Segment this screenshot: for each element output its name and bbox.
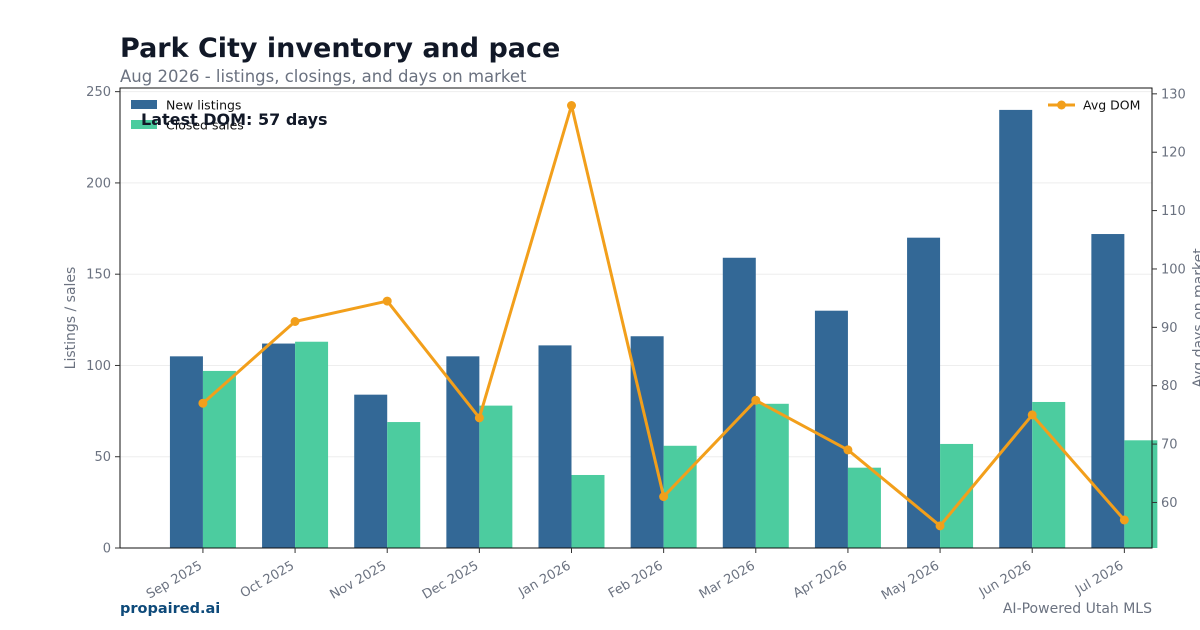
x-tick-label: Sep 2025: [144, 558, 205, 602]
bar-new-listings: [1091, 234, 1125, 549]
x-tick-label: Jul 2026: [1072, 558, 1126, 598]
legend-label: Closed sales: [166, 118, 244, 133]
chart-title: Park City inventory and pace: [120, 33, 561, 64]
bar-new-listings: [354, 394, 388, 548]
bar-closed-sales: [940, 443, 974, 548]
avg-dom-point: [751, 395, 761, 405]
bar-closed-sales: [295, 341, 329, 548]
avg-dom-point: [382, 296, 392, 306]
y2-tick-label: 80: [1161, 379, 1178, 394]
x-axis-ticks: Sep 2025 Oct 2025 Nov 2025 Dec 2025 Jan 2026…: [144, 548, 1126, 604]
bar-new-listings: [999, 109, 1033, 549]
bar-new-listings: [722, 257, 756, 548]
bar-new-listings: [907, 237, 941, 548]
bar-closed-sales: [847, 467, 881, 548]
legend-marker-avg-dom: [1057, 100, 1066, 110]
chart-subtitle: Aug 2026 - listings, closings, and days …: [120, 67, 527, 86]
x-tick-label: Jun 2026: [976, 558, 1034, 600]
x-tick-label: Mar 2026: [697, 558, 758, 602]
legend-bars: New listings Closed sales: [131, 98, 244, 133]
y2-tick-label: 60: [1161, 496, 1178, 511]
legend-label: New listings: [166, 98, 241, 113]
avg-dom-point: [1027, 410, 1037, 420]
y-tick-label: 150: [86, 268, 111, 283]
x-tick-label: Oct 2025: [238, 558, 297, 601]
y-tick-label: 250: [86, 85, 111, 100]
y2-tick-label: 130: [1161, 87, 1186, 102]
bar-new-listings: [169, 356, 203, 548]
bar-closed-sales: [571, 474, 605, 548]
footer-credit: AI-Powered Utah MLS: [1002, 601, 1152, 617]
plot-frame: [119, 87, 1153, 549]
right-axis-ticks: 60 70 80 90 100 110 120 130: [1152, 87, 1186, 511]
avg-dom-point: [935, 521, 945, 531]
y2-tick-label: 100: [1161, 262, 1186, 277]
y2-tick-label: 70: [1161, 438, 1178, 453]
x-tick-label: Jan 2026: [516, 558, 574, 600]
y2-tick-label: 90: [1161, 321, 1178, 336]
y-tick-label: 100: [86, 359, 111, 374]
x-tick-label: Apr 2026: [791, 558, 850, 601]
avg-dom-point: [198, 398, 208, 408]
bar-closed-sales: [387, 422, 421, 548]
avg-dom-point: [290, 317, 300, 327]
bar-new-listings: [446, 356, 480, 548]
left-axis-ticks: 0 50 100 150 200 250: [86, 85, 120, 557]
avg-dom-point: [474, 413, 484, 423]
bar-new-listings: [630, 336, 664, 548]
legend-swatch-new-listings: [131, 100, 157, 109]
latest-dom-annotation: Latest DOM: 57 days: [141, 110, 328, 129]
bars-group: [169, 109, 1158, 549]
bar-closed-sales: [755, 403, 789, 548]
bar-closed-sales: [202, 370, 236, 548]
bar-new-listings: [538, 345, 572, 548]
y2-tick-label: 120: [1161, 146, 1186, 161]
bar-closed-sales: [1032, 401, 1066, 548]
x-tick-label: Dec 2025: [420, 558, 482, 602]
y-axis-label: Listings / sales: [63, 267, 79, 370]
avg-dom-point: [659, 492, 669, 502]
avg-dom-point: [567, 101, 576, 111]
x-tick-label: Nov 2025: [328, 558, 390, 602]
dom-line-group: [198, 101, 1129, 531]
y2-axis-label: Avg days on market: [1191, 248, 1200, 388]
avg-dom-point: [843, 445, 853, 455]
y2-tick-label: 110: [1161, 204, 1186, 219]
y-tick-label: 0: [103, 542, 111, 557]
legend-swatch-closed-sales: [131, 120, 157, 129]
y-tick-label: 50: [94, 450, 111, 465]
x-tick-label: Feb 2026: [606, 558, 666, 601]
avg-dom-point: [1119, 515, 1129, 525]
bar-closed-sales: [663, 445, 697, 548]
legend-label: Avg DOM: [1083, 98, 1140, 113]
legend-line: Avg DOM: [1048, 98, 1140, 113]
bar-closed-sales: [479, 405, 513, 548]
bar-new-listings: [262, 343, 296, 548]
x-tick-label: May 2026: [879, 558, 942, 603]
y-tick-label: 200: [86, 176, 111, 191]
brand-link[interactable]: propaired.ai: [120, 601, 221, 617]
bar-new-listings: [814, 310, 848, 548]
